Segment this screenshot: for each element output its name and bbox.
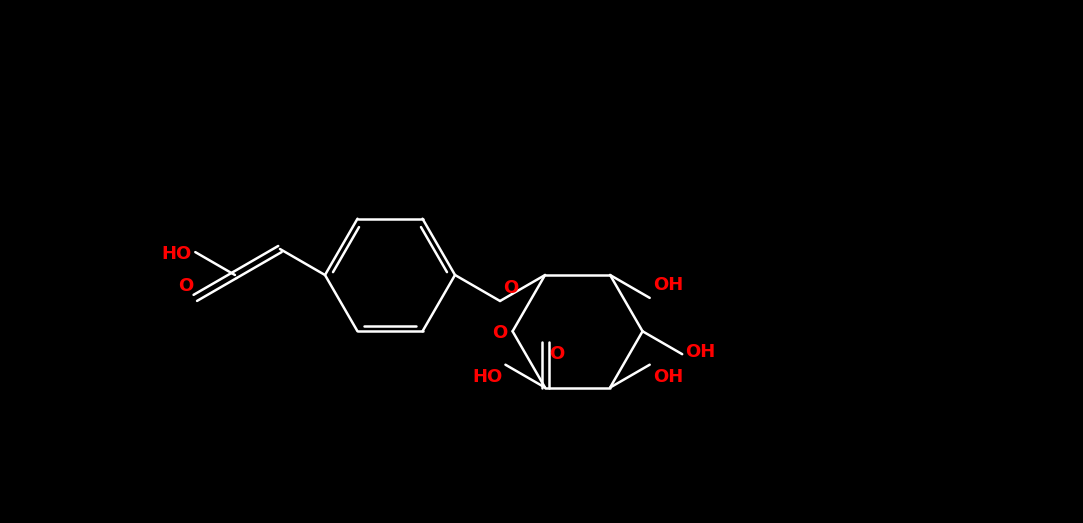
Text: O: O bbox=[493, 324, 508, 342]
Text: OH: OH bbox=[653, 276, 683, 294]
Text: O: O bbox=[549, 345, 564, 363]
Text: O: O bbox=[178, 277, 193, 295]
Text: HO: HO bbox=[472, 368, 503, 385]
Text: OH: OH bbox=[653, 368, 683, 385]
Text: O: O bbox=[503, 279, 519, 297]
Text: OH: OH bbox=[686, 343, 716, 361]
Text: HO: HO bbox=[161, 245, 192, 263]
